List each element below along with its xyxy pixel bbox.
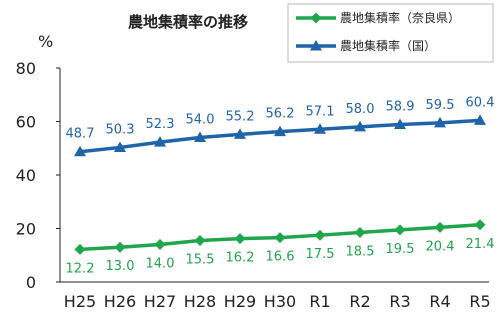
data-label: 58.9 (386, 99, 415, 114)
data-label: 50.3 (106, 122, 135, 137)
x-tick-label: H28 (184, 292, 216, 311)
x-tick-label: H26 (104, 292, 136, 311)
x-tick-label: R5 (469, 292, 490, 311)
data-label: 57.1 (306, 104, 335, 119)
series-1: 12.2 13.0 14.0 15.5 16.2 16.6 17.5 18.5 19.5 20.4… (66, 219, 495, 276)
data-label: 56.2 (266, 107, 295, 122)
data-label: 12.2 (66, 261, 95, 276)
legend-label: 農地集積率（奈良県） (340, 10, 460, 25)
data-point (434, 221, 446, 233)
legend-item-2: 農地集積率（国） (296, 38, 436, 53)
data-point (234, 128, 246, 139)
legend-label: 農地集積率（国） (340, 38, 436, 53)
data-point (194, 235, 206, 247)
data-label: 19.5 (386, 242, 415, 257)
data-point (354, 227, 366, 239)
y-tick-label: 0 (26, 273, 36, 292)
data-point (394, 118, 406, 129)
data-point (154, 239, 166, 251)
data-label: 54.0 (186, 113, 215, 128)
y-tick-label: 60 (16, 113, 36, 132)
x-tick-label: R3 (389, 292, 410, 311)
y-axis-unit: % (38, 32, 53, 51)
data-point (74, 145, 86, 157)
data-point (274, 232, 286, 244)
data-label: 60.4 (466, 95, 495, 110)
data-point (114, 141, 126, 152)
data-label: 14.0 (146, 257, 175, 272)
data-label: 52.3 (146, 117, 175, 132)
series-layer: 12.2 13.0 14.0 15.5 16.2 16.6 17.5 18.5 19.5 20.4… (66, 95, 495, 276)
data-label: 16.2 (226, 251, 255, 266)
data-point (434, 116, 446, 128)
data-point (314, 123, 326, 134)
data-label: 15.5 (186, 253, 215, 268)
legend: 農地集積率（奈良県） 農地集積率（国） (287, 3, 494, 63)
data-label: 48.7 (66, 127, 95, 142)
data-label: 16.6 (266, 250, 295, 265)
y-tick-label: 20 (16, 220, 36, 239)
data-label: 58.0 (346, 102, 375, 117)
data-point (154, 136, 166, 147)
data-label: 17.5 (306, 247, 335, 262)
x-tick-label: H25 (64, 292, 96, 311)
legend-box (287, 3, 494, 63)
x-tick-label: R1 (309, 292, 330, 311)
x-tick-label: H27 (144, 292, 176, 311)
y-axis-ticks: 0 20 40 60 80 (16, 59, 60, 292)
series-2: 48.7 50.3 52.3 54.0 55.2 56.2 57.1 58.0 58.9 59.5… (66, 95, 495, 157)
chart-title: 農地集積率の推移 (128, 13, 248, 31)
x-tick-label: R2 (349, 292, 370, 311)
x-tick-label: H29 (224, 292, 256, 311)
data-point (314, 229, 326, 241)
data-point (394, 224, 406, 236)
y-tick-label: 80 (16, 59, 36, 78)
x-axis-ticks: H25 H26 H27 H28 H29 H30 R1 R2 R3 R4 R5 (64, 292, 491, 311)
data-label: 21.4 (466, 237, 495, 252)
legend-item-1: 農地集積率（奈良県） (296, 10, 460, 25)
data-point (274, 125, 286, 137)
data-point (74, 243, 86, 255)
data-point (234, 233, 246, 245)
data-label: 13.0 (106, 259, 135, 274)
y-tick-label: 40 (16, 166, 36, 185)
data-point (474, 219, 486, 231)
data-label: 55.2 (226, 109, 255, 124)
data-label: 20.4 (426, 239, 455, 254)
x-tick-label: H30 (264, 292, 296, 311)
data-point (194, 131, 206, 143)
data-label: 18.5 (346, 245, 375, 260)
data-point (354, 120, 366, 132)
data-point (310, 40, 322, 51)
data-label: 59.5 (426, 98, 455, 113)
x-tick-label: R4 (429, 292, 450, 311)
data-point (474, 114, 486, 125)
data-point (114, 241, 126, 253)
data-point (310, 12, 322, 24)
